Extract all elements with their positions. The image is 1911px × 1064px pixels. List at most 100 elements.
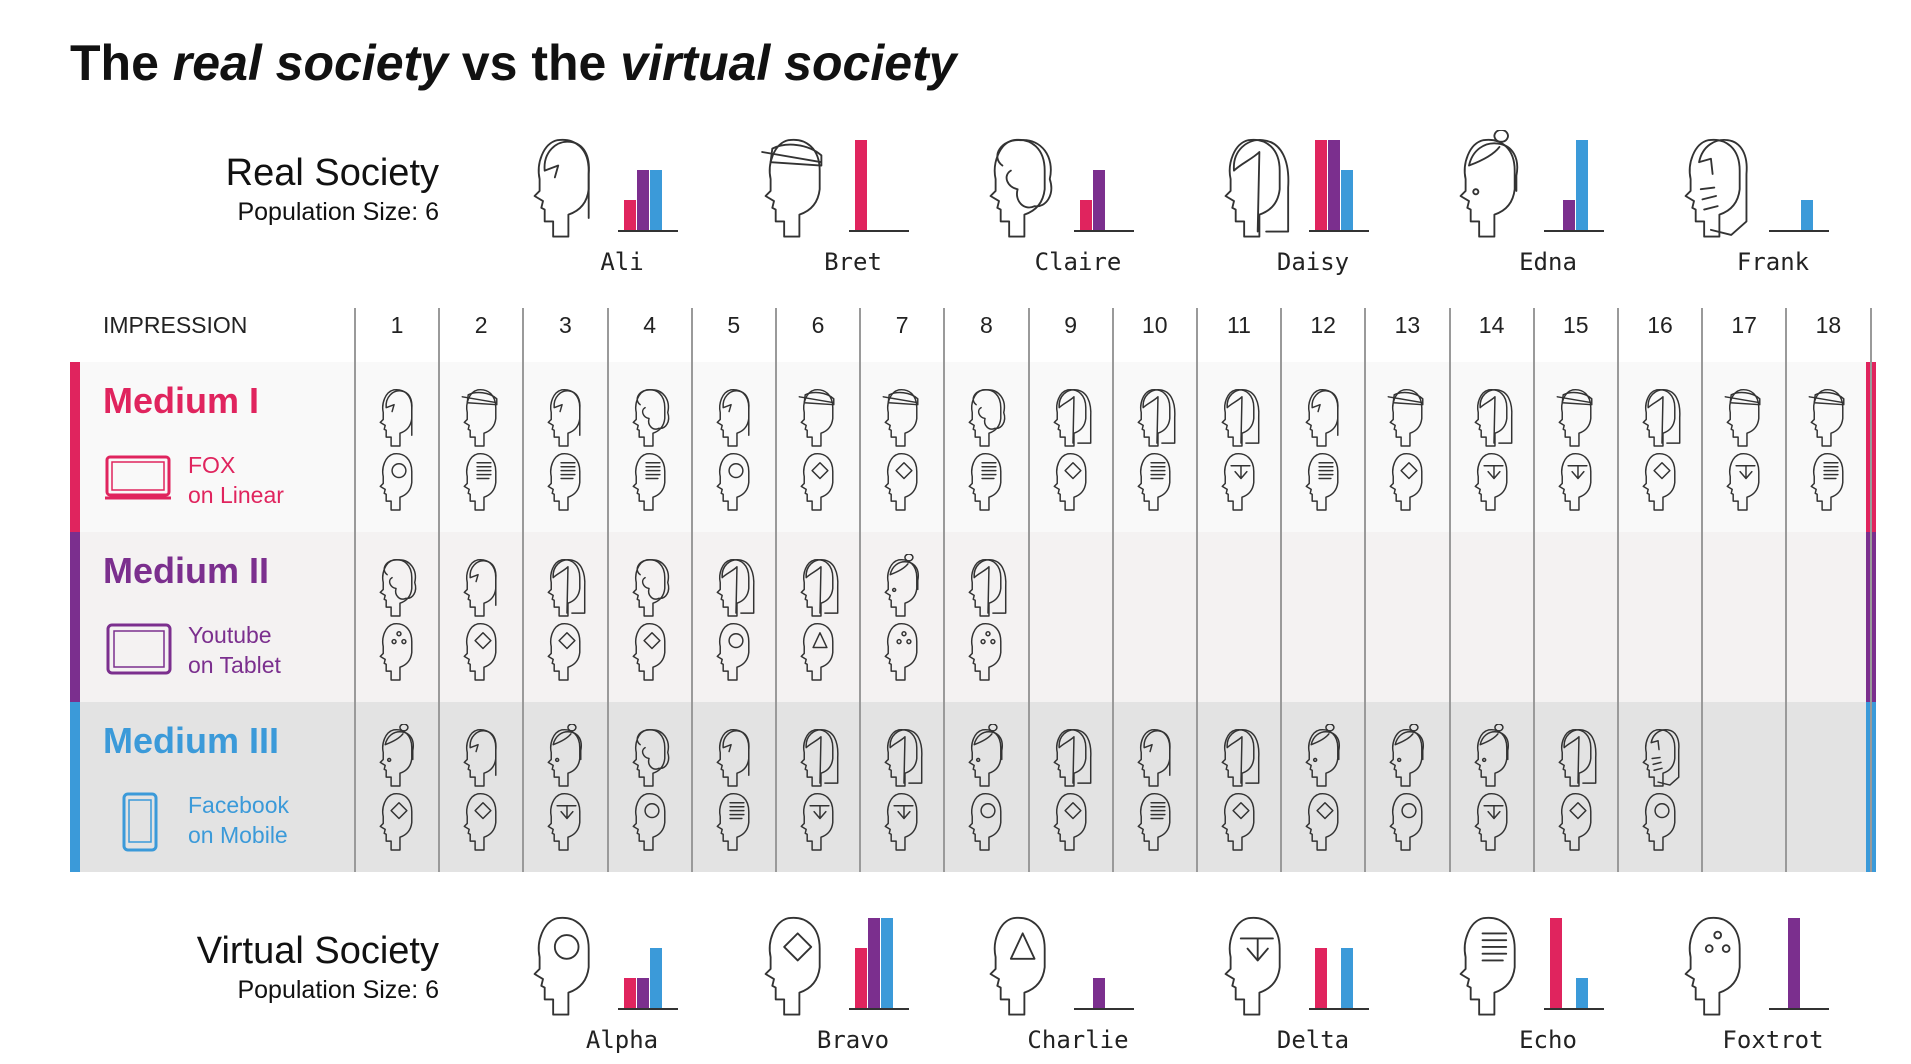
- medium-row-2: Medium II Youtube on Tablet: [70, 532, 1876, 702]
- virtual-society-size: Population Size: 6: [237, 976, 439, 1004]
- foxtrot-bar-chart: [1769, 918, 1829, 1010]
- bar-medium-1: [1315, 140, 1327, 230]
- impression-cell: [616, 554, 686, 694]
- person-name: Edna: [1519, 248, 1577, 276]
- bar-medium-2: [1328, 140, 1340, 230]
- alpha-mini-head-icon: [968, 792, 1002, 851]
- impression-number: 16: [1647, 312, 1673, 338]
- grid-line: [522, 308, 525, 872]
- bravo-mini-head-icon: [1558, 792, 1592, 851]
- impression-cell: [1037, 384, 1107, 524]
- bar-medium-2: [1093, 978, 1105, 1008]
- person-name: Bravo: [816, 1026, 890, 1054]
- charlie-mini-head-icon: [800, 622, 834, 681]
- daisy-mini-head-icon: [1221, 728, 1260, 787]
- daisy-mini-head-icon: [1137, 388, 1176, 447]
- impression-cell: [447, 724, 517, 864]
- echo-mini-head-icon: [632, 452, 666, 511]
- cap-head-icon: [761, 138, 823, 238]
- star-head-icon: [1224, 916, 1281, 1016]
- impression-cell: [1289, 724, 1359, 864]
- impression-number: 18: [1815, 312, 1842, 338]
- alpha-mini-head-icon: [716, 452, 750, 511]
- grid-line: [1111, 308, 1114, 872]
- impression-cell: [1458, 384, 1528, 524]
- impression-cell: [1542, 724, 1612, 864]
- impression-cell: [531, 724, 601, 864]
- person-name: Claire: [1034, 248, 1122, 276]
- echo-mini-head-icon: [463, 452, 497, 511]
- impression-cell: [784, 384, 854, 524]
- bret-mini-head-icon: [1808, 388, 1845, 447]
- bravo-mini-head-icon: [632, 622, 666, 681]
- delta-mini-head-icon: [1474, 792, 1508, 851]
- person-name: Frank: [1736, 248, 1810, 276]
- grid-line: [606, 308, 609, 872]
- daisy-mini-head-icon: [1558, 728, 1597, 787]
- delta-mini-head-icon: [1474, 452, 1508, 511]
- impression-cell: [1542, 384, 1612, 524]
- grid-line: [1448, 308, 1451, 872]
- bar-medium-3: [650, 948, 662, 1008]
- grid-line: [690, 308, 693, 872]
- person-name: Ali: [600, 248, 644, 276]
- medium-2-description: Youtube on Tablet: [188, 622, 281, 678]
- daisy-mini-head-icon: [800, 558, 839, 617]
- person-name: Alpha: [585, 1026, 659, 1054]
- edna-mini-head-icon: [968, 724, 1004, 787]
- daisy-bar-chart: [1309, 140, 1369, 232]
- bearded-head-icon: [1684, 138, 1748, 238]
- delta-mini-head-icon: [800, 792, 834, 851]
- edna-mini-head-icon: [1305, 724, 1341, 787]
- dots-head-icon: [1684, 916, 1741, 1016]
- claire-mini-head-icon: [379, 558, 417, 617]
- impression-number: 8: [979, 312, 993, 338]
- edna-mini-head-icon: [884, 554, 920, 617]
- daisy-mini-head-icon: [1221, 388, 1260, 447]
- real-person-ali: Ali: [522, 130, 722, 280]
- impression-cell: [952, 384, 1022, 524]
- grid-line: [1532, 308, 1535, 872]
- delta-bar-chart: [1309, 948, 1369, 1010]
- bret-mini-head-icon: [882, 388, 919, 447]
- bar-medium-3: [1341, 948, 1353, 1008]
- foxtrot-mini-head-icon: [968, 622, 1002, 681]
- bar-medium-3: [650, 170, 662, 230]
- real-society-size: Population Size: 6: [237, 198, 439, 226]
- grid-line: [859, 308, 862, 872]
- circle-head-icon: [533, 916, 590, 1016]
- grid-line: [775, 308, 777, 872]
- long-hair-head-icon: [1224, 138, 1290, 238]
- bravo-mini-head-icon: [1305, 792, 1339, 851]
- impression-number: 3: [558, 312, 572, 338]
- grid-line: [1785, 308, 1788, 872]
- impression-cell: [868, 384, 938, 524]
- bar-medium-1: [855, 140, 867, 230]
- bar-medium-1: [1550, 918, 1562, 1008]
- edna-bar-chart: [1544, 140, 1604, 232]
- impression-cell: [952, 554, 1022, 694]
- grid-line: [1196, 308, 1198, 872]
- daisy-mini-head-icon: [968, 558, 1007, 617]
- bar-medium-3: [1576, 978, 1588, 1008]
- impression-cell: [363, 724, 433, 864]
- bar-medium-2: [1563, 200, 1575, 230]
- curly-hair-head-icon: [989, 138, 1053, 238]
- ali-mini-head-icon: [379, 388, 413, 447]
- echo-mini-head-icon: [716, 792, 750, 851]
- bar-medium-2: [868, 918, 880, 1008]
- impression-number: 9: [1064, 312, 1077, 338]
- bret-mini-head-icon: [461, 388, 498, 447]
- edna-mini-head-icon: [547, 724, 583, 787]
- delta-mini-head-icon: [1726, 452, 1760, 511]
- impression-cell: [700, 554, 770, 694]
- impression-cell: [447, 554, 517, 694]
- claire-mini-head-icon: [632, 728, 669, 787]
- edna-mini-head-icon: [1389, 724, 1425, 787]
- grid-line: [1617, 308, 1619, 872]
- echo-mini-head-icon: [968, 452, 1002, 511]
- daisy-mini-head-icon: [547, 558, 586, 617]
- impression-cell: [1626, 724, 1696, 864]
- lines-head-icon: [1459, 916, 1516, 1016]
- claire-bar-chart: [1074, 170, 1134, 232]
